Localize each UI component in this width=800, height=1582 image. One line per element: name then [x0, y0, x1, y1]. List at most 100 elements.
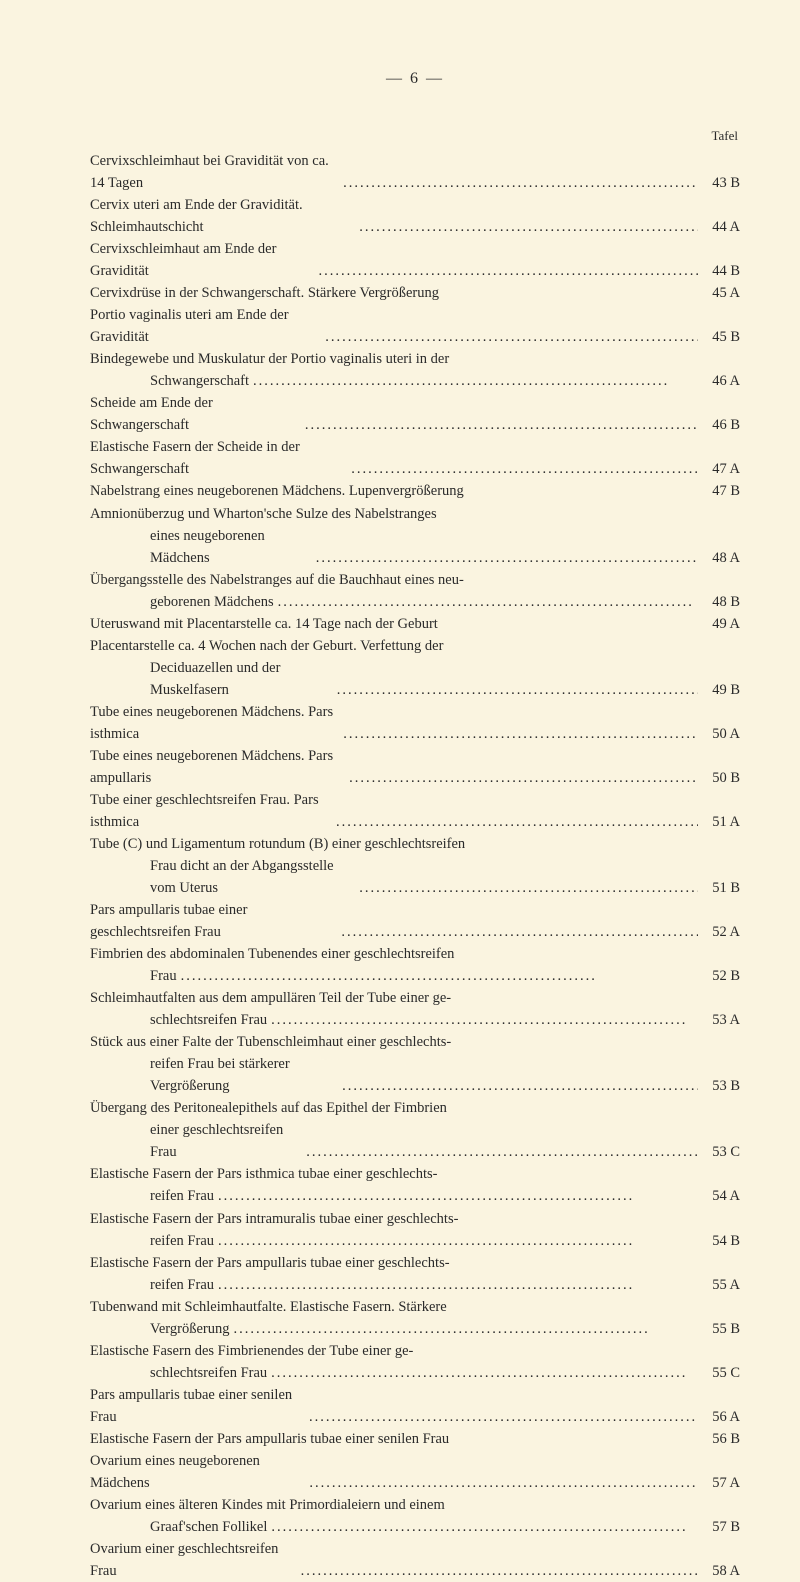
toc-entry-text: Portio vaginalis uteri am Ende der Gravi…: [90, 304, 321, 348]
toc-entry-text: Scheide am Ende der Schwangerschaft: [90, 392, 301, 436]
toc-entry: Ovarium eines älteren Kindes mit Primord…: [90, 1494, 740, 1538]
toc-entry: Elastische Fasern des Fimbrienendes der …: [90, 1340, 740, 1384]
toc-entry-text: Ovarium eines älteren Kindes mit Primord…: [90, 1494, 740, 1516]
toc-entry-text: Bindegewebe und Muskulatur der Portio va…: [90, 348, 740, 370]
leader-dots: [214, 1185, 698, 1207]
toc-entry-ref: 44 A: [698, 216, 740, 238]
toc-entry-ref: 53 B: [698, 1075, 740, 1097]
toc-entry: Tube eines neugeborenen Mädchens. Pars i…: [90, 701, 740, 745]
toc-entry-ref: 53 A: [698, 1009, 740, 1031]
toc-entry-text: reifen Frau: [90, 1230, 214, 1252]
leader-dots: [267, 1009, 698, 1031]
leader-dots: [345, 767, 698, 789]
toc-entry-ref: 56 A: [698, 1406, 740, 1428]
toc-entry-text: Placentarstelle ca. 4 Wochen nach der Ge…: [90, 635, 740, 657]
leader-dots: [338, 1075, 698, 1097]
toc-entry-text: Uteruswand mit Placentarstelle ca. 14 Ta…: [90, 613, 438, 635]
toc-entry: Nabelstrang eines neugeborenen Mädchens.…: [90, 480, 740, 502]
toc-entry-ref: 47 B: [698, 480, 740, 502]
toc-entry-text: Tube eines neugeborenen Mädchens. Pars i…: [90, 701, 339, 745]
toc-entry-text: Cervix uteri am Ende der Gravidität. Sch…: [90, 194, 355, 238]
toc-entry-ref: 46 B: [698, 414, 740, 436]
toc-entry: Übergangsstelle des Nabelstranges auf di…: [90, 569, 740, 613]
toc-entry-text: Elastische Fasern der Pars intramuralis …: [90, 1208, 740, 1230]
leader-dots: [337, 921, 698, 943]
leader-dots: [339, 172, 698, 194]
leader-dots: [314, 260, 698, 282]
toc-entry: Cervix uteri am Ende der Gravidität. Sch…: [90, 194, 740, 238]
leader-dots: [321, 326, 698, 348]
toc-entry-text: Tube eines neugeborenen Mädchens. Pars a…: [90, 745, 345, 789]
toc-entry-text: Nabelstrang eines neugeborenen Mädchens.…: [90, 480, 464, 502]
toc-entries: Cervixschleimhaut bei Gravidität von ca.…: [90, 150, 740, 1582]
toc-entry: Amnionüberzug und Wharton'sche Sulze des…: [90, 503, 740, 569]
toc-entry-ref: 48 B: [698, 591, 740, 613]
toc-entry-text: Pars ampullaris tubae einer geschlechtsr…: [90, 899, 337, 943]
leader-dots: [355, 216, 698, 238]
toc-entry-ref: 50 A: [698, 723, 740, 745]
toc-entry-text: Tube einer geschlechtsreifen Frau. Pars …: [90, 789, 332, 833]
toc-entry: Tube (C) und Ligamentum rotundum (B) ein…: [90, 833, 740, 899]
toc-entry: Elastische Fasern der Scheide in der Sch…: [90, 436, 740, 480]
column-header-tafel: Tafel: [90, 128, 740, 144]
toc-entry: Ovarium einer geschlechtsreifen Frau58 A: [90, 1538, 740, 1582]
toc-entry: Elastische Fasern der Pars intramuralis …: [90, 1208, 740, 1252]
toc-entry-ref: 43 B: [698, 172, 740, 194]
toc-entry-ref: 52 A: [698, 921, 740, 943]
toc-entry-text: Cervixschleimhaut bei Gravidität von ca.…: [90, 150, 339, 194]
toc-entry-ref: 53 C: [698, 1141, 740, 1163]
leader-dots: [214, 1230, 698, 1252]
leader-dots: [332, 811, 698, 833]
toc-entry-ref: 44 B: [698, 260, 740, 282]
toc-entry-text: reifen Frau: [90, 1274, 214, 1296]
leader-dots: [249, 370, 698, 392]
toc-entry-text: Pars ampullaris tubae einer senilen Frau: [90, 1384, 305, 1428]
toc-entry-ref: 47 A: [698, 458, 740, 480]
toc-entry: Bindegewebe und Muskulatur der Portio va…: [90, 348, 740, 392]
toc-entry-text: eines neugeborenen Mädchens: [90, 525, 312, 569]
toc-entry: Tube eines neugeborenen Mädchens. Pars a…: [90, 745, 740, 789]
toc-entry-text: Deciduazellen und der Muskelfasern: [90, 657, 333, 701]
toc-entry-ref: 51 A: [698, 811, 740, 833]
toc-entry: Tube einer geschlechtsreifen Frau. Pars …: [90, 789, 740, 833]
toc-entry-text: schlechtsreifen Frau: [90, 1009, 267, 1031]
toc-entry-text: Frau: [90, 965, 177, 987]
leader-dots: [267, 1516, 698, 1538]
toc-entry-ref: 55 C: [698, 1362, 740, 1384]
leader-dots: [229, 1318, 698, 1340]
leader-dots: [339, 723, 698, 745]
toc-entry: Tubenwand mit Schleimhautfalte. Elastisc…: [90, 1296, 740, 1340]
toc-entry-text: geborenen Mädchens: [90, 591, 274, 613]
toc-entry-text: Cervixdrüse in der Schwangerschaft. Stär…: [90, 282, 439, 304]
leader-dots: [305, 1406, 698, 1428]
page-number: — 6 —: [90, 70, 740, 88]
toc-entry-text: Schwangerschaft: [90, 370, 249, 392]
toc-entry-text: Vergrößerung: [90, 1318, 229, 1340]
toc-entry-text: Elastische Fasern der Pars ampullaris tu…: [90, 1252, 740, 1274]
toc-entry-text: Elastische Fasern der Scheide in der Sch…: [90, 436, 347, 480]
toc-entry: Ovarium eines neugeborenen Mädchens57 A: [90, 1450, 740, 1494]
leader-dots: [301, 414, 698, 436]
toc-entry: Portio vaginalis uteri am Ende der Gravi…: [90, 304, 740, 348]
leader-dots: [267, 1362, 698, 1384]
toc-entry: Pars ampullaris tubae einer geschlechtsr…: [90, 899, 740, 943]
toc-entry: Pars ampullaris tubae einer senilen Frau…: [90, 1384, 740, 1428]
toc-entry-text: Ovarium einer geschlechtsreifen Frau: [90, 1538, 297, 1582]
toc-entry-text: Übergang des Peritonealepithels auf das …: [90, 1097, 740, 1119]
toc-entry-ref: 52 B: [698, 965, 740, 987]
toc-entry-text: Tube (C) und Ligamentum rotundum (B) ein…: [90, 833, 740, 855]
toc-entry-ref: 49 A: [698, 613, 740, 635]
toc-entry-ref: 45 A: [698, 282, 740, 304]
toc-entry: Elastische Fasern der Pars isthmica tuba…: [90, 1163, 740, 1207]
leader-dots: [333, 679, 698, 701]
toc-entry: Cervixschleimhaut am Ende der Gravidität…: [90, 238, 740, 282]
toc-entry-text: einer geschlechtsreifen Frau: [90, 1119, 302, 1163]
toc-entry: Placentarstelle ca. 4 Wochen nach der Ge…: [90, 635, 740, 701]
toc-entry-text: Elastische Fasern der Pars isthmica tuba…: [90, 1163, 740, 1185]
toc-entry-text: reifen Frau: [90, 1185, 214, 1207]
toc-entry-text: Tubenwand mit Schleimhautfalte. Elastisc…: [90, 1296, 740, 1318]
toc-entry-text: Elastische Fasern des Fimbrienendes der …: [90, 1340, 740, 1362]
toc-entry: Cervixschleimhaut bei Gravidität von ca.…: [90, 150, 740, 194]
leader-dots: [214, 1274, 698, 1296]
toc-entry: Elastische Fasern der Pars ampullaris tu…: [90, 1428, 740, 1450]
